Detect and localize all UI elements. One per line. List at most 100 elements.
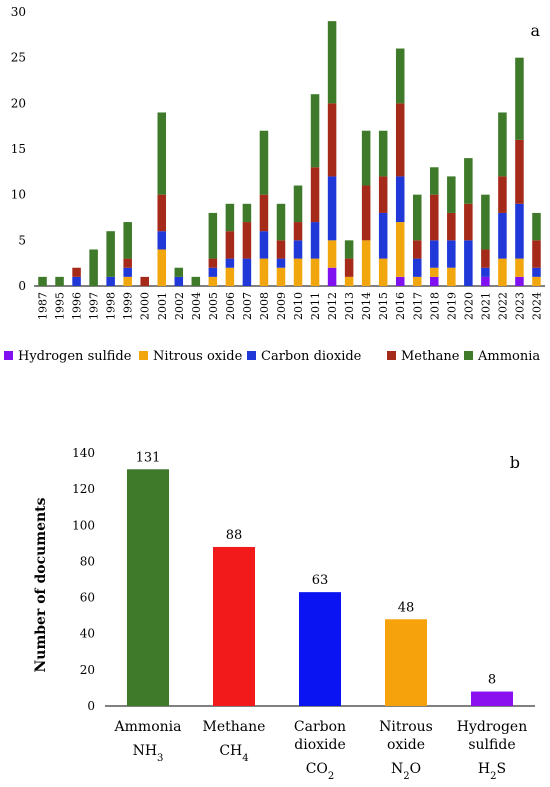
data-label: 131	[136, 450, 161, 465]
legend-label: Ammonia	[477, 349, 540, 364]
x-category-formula: CH4	[219, 743, 248, 764]
bar-segment	[208, 258, 218, 268]
bar-segment	[327, 240, 337, 268]
x-category-formula: CO2	[306, 761, 335, 782]
x-tick-label: 1987	[37, 292, 50, 320]
bar-segment	[515, 203, 524, 259]
bar-segment	[293, 222, 303, 241]
x-tick-label: 2010	[292, 292, 305, 320]
x-category-label: Nitrous	[379, 719, 433, 735]
x-category-label: dioxide	[294, 737, 346, 753]
bar-segment	[361, 240, 371, 286]
x-tick-label: 2023	[513, 292, 526, 320]
y-tick-label: 10	[11, 188, 26, 202]
bar-segment	[515, 139, 524, 204]
bar-segment	[430, 240, 439, 268]
bar	[213, 546, 255, 706]
bar-segment	[38, 276, 47, 286]
bar-segment	[55, 276, 64, 286]
x-tick-label: 2012	[326, 292, 339, 320]
data-label: 88	[226, 528, 243, 543]
bar-segment	[174, 267, 184, 277]
bar-segment	[327, 103, 337, 177]
bar-segment	[327, 21, 337, 104]
bar-segment	[532, 276, 541, 286]
x-tick-label: 2015	[377, 292, 390, 320]
x-tick-label: 2005	[207, 292, 220, 320]
bar-segment	[378, 130, 388, 177]
y-axis-title: Number of documents	[33, 497, 49, 672]
data-label: 8	[488, 673, 496, 688]
x-tick-label: 2016	[394, 292, 407, 320]
bar-segment	[464, 203, 473, 241]
x-tick-label: 1996	[71, 292, 84, 320]
bar-segment	[412, 276, 422, 286]
chart-b: b Number of documents 0 20 40 60 80 100 120 140…	[33, 446, 535, 782]
y-tick-label: 120	[72, 482, 95, 496]
x-tick-label: 2001	[156, 292, 169, 320]
x-tick-label: 2024	[530, 292, 543, 320]
y-tick-label: 15	[11, 142, 26, 156]
bar-segment	[395, 103, 405, 177]
bar-segment	[106, 231, 115, 277]
bar-segment	[498, 258, 507, 286]
bar-segment	[310, 94, 320, 168]
bar-segment	[344, 240, 354, 259]
y-tick-label: 30	[11, 5, 26, 19]
bar-segment	[276, 267, 286, 286]
x-category-label: Carbon	[294, 719, 346, 735]
bar-segment	[310, 167, 320, 223]
bar	[299, 592, 341, 706]
bar-segment	[327, 267, 337, 286]
x-tick-label: 2011	[309, 292, 322, 320]
x-tick-label: 1998	[105, 292, 118, 320]
bar-segment	[395, 48, 405, 104]
bar-segment	[344, 258, 354, 277]
bar-segment	[157, 231, 167, 250]
x-category-formula: NH3	[133, 743, 164, 764]
bar-segment	[208, 276, 218, 286]
legend-swatch	[247, 351, 256, 360]
bar-segment	[327, 176, 337, 241]
bar-segment	[464, 240, 473, 286]
bar-segment	[293, 240, 303, 259]
x-tick-label: 2021	[479, 292, 492, 320]
y-tick-label: 60	[80, 591, 95, 605]
bar-segment	[378, 176, 388, 213]
x-category-formula: H2S	[478, 761, 506, 782]
bar-segment	[276, 203, 286, 241]
y-tick-label: 5	[18, 233, 26, 247]
x-tick-label: 2008	[258, 292, 271, 320]
bar-segment	[498, 112, 507, 177]
bar-segment	[361, 130, 371, 186]
bar	[127, 469, 169, 706]
x-tick-label: 1997	[88, 292, 101, 320]
bar-segment	[532, 267, 541, 277]
bar-segment	[293, 185, 303, 223]
chart-b-axes: 0 20 40 60 80 100 120 140 Ammonia NH3 Methane CH4 Ca…	[72, 446, 535, 782]
x-tick-label: 2007	[241, 292, 254, 320]
bar-segment	[395, 222, 405, 277]
bar-segment	[276, 258, 286, 268]
bar-segment	[225, 231, 235, 259]
legend-swatch	[387, 351, 396, 360]
x-category-label: Methane	[203, 719, 266, 735]
x-tick-label: 2000	[139, 292, 152, 320]
x-tick-label: 2009	[275, 292, 288, 320]
y-tick-label: 25	[11, 51, 26, 65]
bar-segment	[310, 258, 320, 286]
bar-segment	[310, 222, 320, 259]
bar-segment	[412, 194, 422, 241]
x-tick-label: 1995	[54, 292, 67, 320]
bar-segment	[447, 240, 456, 268]
chart-a-legend: Hydrogen sulfide Nitrous oxide Carbon diox…	[4, 349, 540, 364]
bar-segment	[344, 276, 354, 286]
bar-segment	[430, 267, 439, 277]
bar-segment	[481, 267, 490, 277]
bar-segment	[378, 258, 388, 286]
data-label: 63	[312, 573, 329, 588]
bar-segment	[430, 167, 439, 195]
data-label: 48	[398, 600, 415, 615]
x-category-label: oxide	[387, 737, 425, 753]
bar-segment	[430, 276, 439, 286]
